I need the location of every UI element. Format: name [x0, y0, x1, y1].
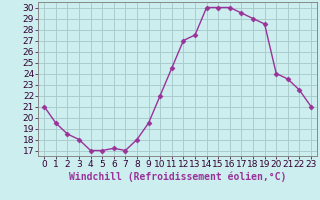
X-axis label: Windchill (Refroidissement éolien,°C): Windchill (Refroidissement éolien,°C) — [69, 172, 286, 182]
